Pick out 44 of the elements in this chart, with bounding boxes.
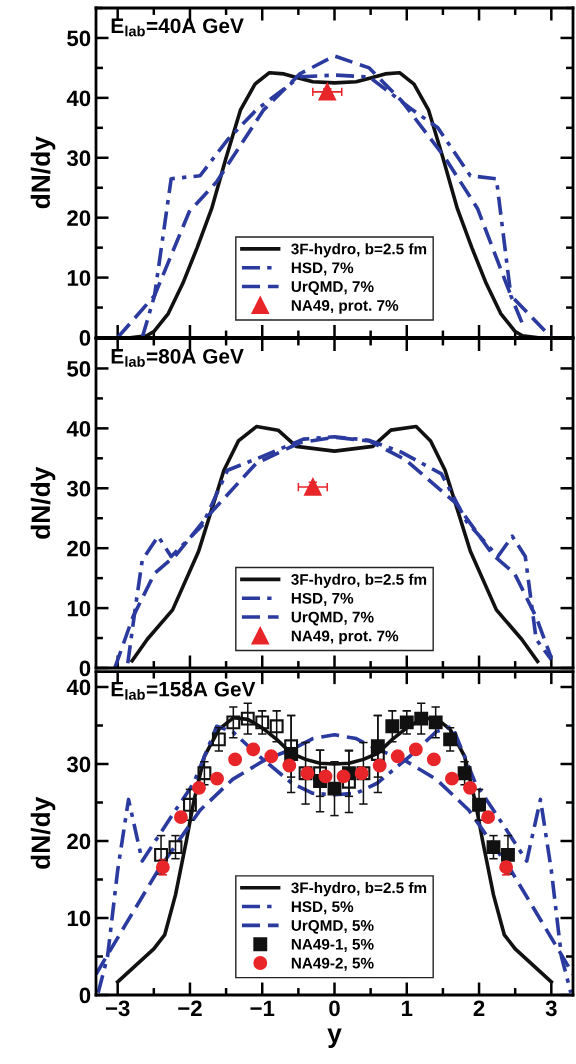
y-tick-label: 20: [67, 210, 91, 226]
y-axis-title: dN/dy: [30, 136, 56, 209]
y-tick-label: 50: [67, 30, 91, 47]
chart-title: E$_{lab}$=158A GeV: [111, 681, 256, 700]
legend-label: 3F-hydro, b=2.5 fm: [291, 243, 427, 258]
y-tick-label: 0: [79, 660, 91, 677]
legend-label: HSD, 7%: [291, 262, 354, 276]
y-tick-label: 20: [67, 833, 91, 850]
y-tick-label: 40: [66, 679, 91, 696]
legend-label: 3F-hydro, b=2.5 fm: [291, 882, 427, 897]
y-tick-label: 10: [67, 910, 91, 927]
legend-label: 3F-hydro, b=2.5 fm: [291, 573, 427, 588]
y-tick-label: 30: [66, 756, 91, 773]
y-tick-label: 50: [67, 360, 91, 377]
y-tick-label: 10: [67, 600, 91, 617]
x-tick-label: −3: [105, 1000, 130, 1017]
y-tick-label: 30: [66, 150, 91, 167]
y-tick-label: 30: [66, 480, 91, 497]
x-axis-title: y: [327, 1028, 342, 1048]
y-tick-label: 40: [66, 420, 91, 437]
chart-title: E$_{lab}$=80A GeV: [111, 348, 244, 367]
y-tick-label: 0: [79, 330, 91, 346]
y-axis-title: dN/dy: [30, 466, 56, 539]
legend-label: NA49, prot. 7%: [291, 300, 399, 314]
y-tick-label: 40: [66, 90, 91, 107]
x-tick-label: 2: [473, 1000, 485, 1016]
legend-label: NA49, prot. 7%: [291, 630, 399, 645]
legend-label: HSD, 7%: [291, 592, 354, 606]
y-tick-label: 20: [67, 540, 91, 557]
x-tick-label: 0: [329, 1000, 340, 1017]
y-tick-label: 10: [67, 270, 91, 286]
legend-label: UrQMD, 7%: [291, 281, 374, 295]
chart-title: E$_{lab}$=40A GeV: [111, 18, 244, 37]
legend-label: HSD, 5%: [291, 901, 354, 915]
y-axis-title: dN/dy: [30, 796, 56, 869]
legend-label: UrQMD, 7%: [291, 611, 374, 626]
x-tick-label: 1: [401, 1000, 413, 1016]
y-tick-label: 0: [79, 987, 91, 1004]
x-tick-label: −1: [250, 1000, 275, 1016]
x-tick-label: 3: [545, 1000, 557, 1017]
legend-label: NA49-2, 5%: [291, 957, 374, 971]
legend-label: NA49-1, 5%: [291, 938, 374, 952]
legend-label: UrQMD, 5%: [291, 920, 374, 934]
x-tick-label: −2: [178, 1000, 202, 1016]
